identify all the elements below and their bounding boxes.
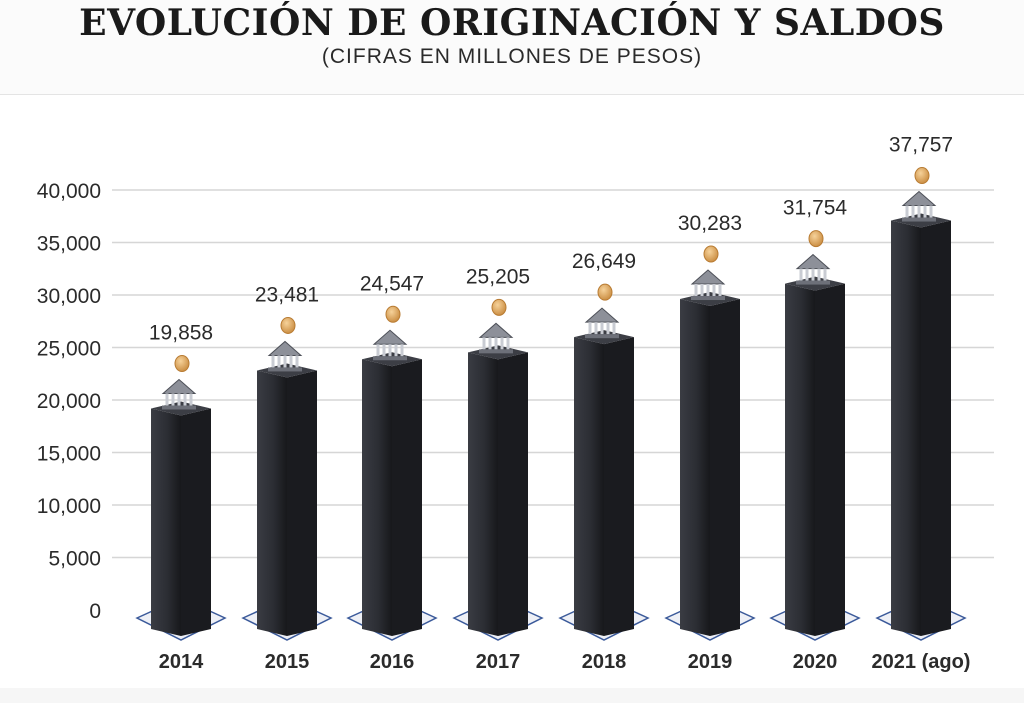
bank-icon <box>795 253 831 285</box>
bank-icon <box>478 322 514 354</box>
bar <box>785 283 815 636</box>
coin-icon <box>385 305 401 323</box>
x-tick-label: 2019 <box>688 651 733 673</box>
bar-group <box>135 354 227 641</box>
coin-icon <box>808 230 824 248</box>
bar-group <box>346 305 438 641</box>
chart-header: EVOLUCIÓN DE ORIGINACIÓN Y SALDOS (CIFRA… <box>0 0 1024 95</box>
bar <box>151 408 181 636</box>
bar-group <box>769 230 861 641</box>
chart-title: EVOLUCIÓN DE ORIGINACIÓN Y SALDOS <box>79 2 945 44</box>
coin-icon <box>597 283 613 301</box>
bank-icon <box>372 329 408 361</box>
bank-icon <box>690 269 726 301</box>
data-label: 26,649 <box>572 250 636 273</box>
coin-icon <box>703 245 719 263</box>
y-tick-label: 0 <box>89 600 101 623</box>
y-tick-label: 5,000 <box>48 548 101 571</box>
bank-icon <box>584 307 620 339</box>
x-tick-label: 2020 <box>793 651 838 673</box>
bar-group <box>875 167 967 641</box>
bar-group <box>241 316 333 641</box>
data-label: 37,757 <box>889 134 953 157</box>
chart-subtitle: (CIFRAS EN MILLONES DE PESOS) <box>321 45 703 68</box>
bar-side <box>604 337 634 636</box>
x-tick-label: 2015 <box>265 651 310 673</box>
bar <box>362 359 392 636</box>
y-tick-label: 35,000 <box>37 233 101 256</box>
bar-side <box>921 220 951 636</box>
bar <box>891 220 921 636</box>
y-tick-label: 10,000 <box>37 495 101 518</box>
coin-icon <box>491 298 507 316</box>
bank-icon <box>267 340 303 372</box>
bar-group <box>664 245 756 641</box>
data-label: 31,754 <box>783 197 848 220</box>
bar-side <box>181 408 211 636</box>
y-tick-label: 25,000 <box>37 338 101 361</box>
x-tick-label: 2018 <box>582 651 627 673</box>
bar <box>574 337 604 636</box>
y-tick-label: 40,000 <box>37 180 101 203</box>
coin-icon <box>174 354 190 372</box>
gridlines <box>112 189 994 559</box>
y-tick-label: 20,000 <box>37 390 101 413</box>
bar <box>680 299 710 636</box>
data-label: 25,205 <box>466 265 530 288</box>
coin-icon <box>914 167 930 185</box>
bank-icon <box>161 378 197 410</box>
x-tick-label: 2016 <box>370 651 415 673</box>
bar-side <box>498 352 528 636</box>
bank-icon <box>901 190 937 222</box>
x-tick-label: 2017 <box>476 651 521 673</box>
x-tick-label: 2021 (ago) <box>872 651 971 673</box>
bar-group <box>452 298 544 641</box>
y-tick-label: 30,000 <box>37 285 101 308</box>
bar-group <box>558 283 650 641</box>
bar-side <box>287 370 317 636</box>
data-label: 23,481 <box>255 283 319 306</box>
bar-side <box>815 283 845 636</box>
data-label: 19,858 <box>149 321 213 344</box>
coin-icon <box>280 316 296 334</box>
bar <box>468 352 498 636</box>
footer-strip <box>0 688 1024 703</box>
x-tick-label: 2014 <box>159 651 204 673</box>
bar-side <box>392 359 422 636</box>
y-tick-label: 15,000 <box>37 443 101 466</box>
bar <box>257 370 287 636</box>
data-label: 30,283 <box>678 212 742 235</box>
bar-side <box>710 299 740 636</box>
data-label: 24,547 <box>360 272 424 295</box>
